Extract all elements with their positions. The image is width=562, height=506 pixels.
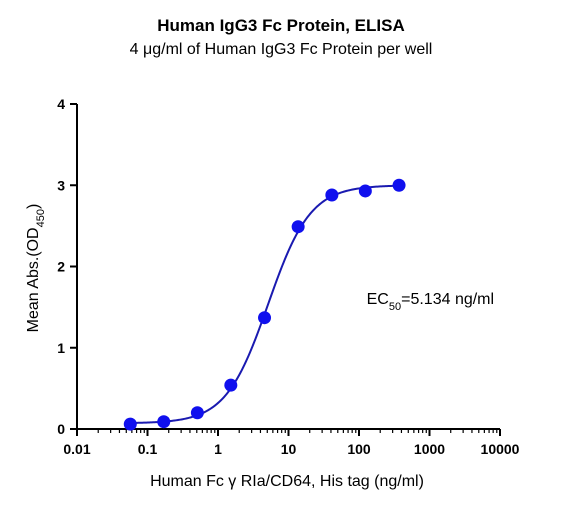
data-point [325,188,339,202]
y-tick-label: 0 [57,421,65,437]
y-tick-label: 3 [57,177,65,193]
x-tick-label: 100 [347,441,371,457]
x-tick-label: 10000 [481,441,520,457]
y-tick-label: 1 [57,340,65,356]
x-axis-title: Human Fc γ RIa/CD64, His tag (ng/ml) [150,473,424,490]
data-point [392,178,406,192]
data-point [157,415,171,429]
axes [76,104,500,430]
x-tick-label: 0.1 [138,441,158,457]
ticks: 0 1 2 3 4 0.01 0.1 1 10 100 1000 10000 [57,96,519,457]
chart-subtitle: 4 μg/ml of Human IgG3 Fc Protein per wel… [129,41,433,58]
x-tick-label: 1000 [414,441,445,457]
y-tick-label: 2 [57,259,65,275]
ec50-annotation: EC50=5.134 ng/ml [367,291,494,313]
chart-title: Human IgG3 Fc Protein, ELISA [157,16,405,35]
data-point [291,220,305,234]
x-tick-label: 1 [214,441,222,457]
data-point [190,406,204,420]
y-axis-title: Mean Abs.(OD450) [25,204,47,333]
data-point [123,417,137,431]
data-point [258,311,272,325]
x-tick-label: 10 [281,441,297,457]
y-tick-label: 4 [57,96,65,112]
data-points [123,178,406,431]
fit-curve [130,184,400,424]
x-tick-label: 0.01 [63,441,90,457]
data-point [224,378,238,392]
data-point [358,184,372,198]
